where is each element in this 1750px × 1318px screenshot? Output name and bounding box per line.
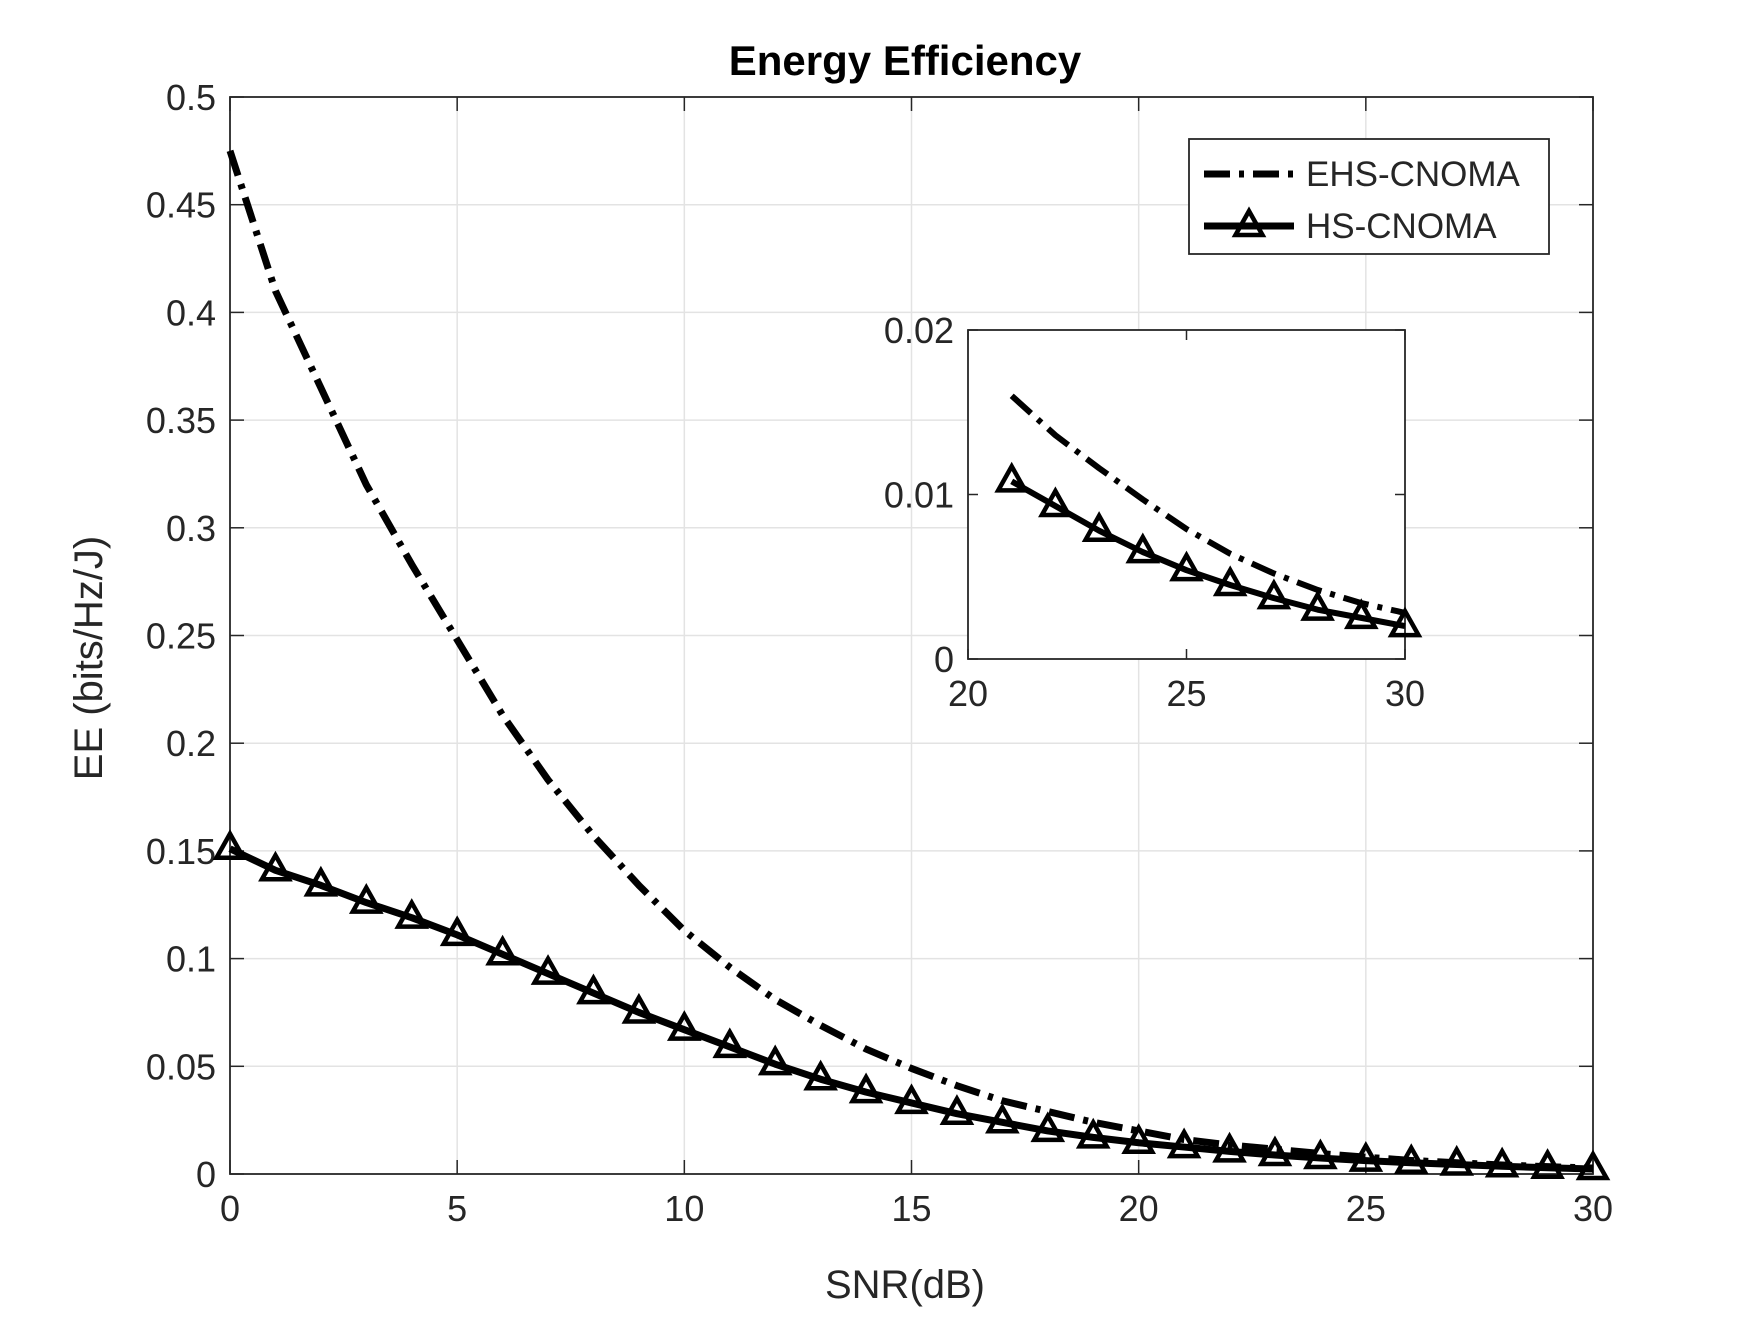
data-point-hs-cnoma-23	[1257, 1135, 1293, 1167]
inset-data-point-series-1-0	[994, 461, 1030, 493]
inset-x-tick-label-2: 30	[1385, 673, 1425, 714]
data-point-hs-cnoma-22	[1212, 1131, 1247, 1163]
inset-data-point-series-1-7	[1300, 590, 1335, 621]
y-tick-label-0: 0	[196, 1154, 216, 1195]
x-tick-label-0: 0	[220, 1188, 240, 1229]
data-point-hs-cnoma-7	[530, 954, 566, 985]
data-point-hs-cnoma-2	[303, 865, 339, 897]
data-point-hs-cnoma-9	[621, 992, 657, 1024]
data-point-hs-cnoma-12	[757, 1044, 793, 1076]
legend-label-hs-cnoma: HS-CNOMA	[1306, 207, 1497, 246]
x-tick-label-5: 25	[1346, 1188, 1386, 1229]
y-tick-label-5: 0.25	[146, 615, 216, 656]
inset-data-point-series-1-5	[1212, 565, 1248, 597]
legend-marker-hs-cnoma	[1231, 206, 1267, 238]
y-axis-label: EE (bits/Hz/J)	[67, 536, 111, 780]
y-tick-label-7: 0.35	[146, 400, 216, 441]
chart-title: Energy Efficiency	[729, 37, 1082, 84]
data-point-hs-cnoma-25	[1348, 1141, 1384, 1172]
data-point-hs-cnoma-13	[803, 1059, 838, 1091]
data-point-hs-cnoma-17	[985, 1102, 1020, 1134]
inset-x-tick-label-1: 25	[1166, 673, 1206, 714]
x-tick-label-2: 10	[664, 1188, 704, 1229]
data-point-hs-cnoma-19	[1075, 1117, 1111, 1149]
data-point-hs-cnoma-28	[1484, 1146, 1520, 1178]
data-point-hs-cnoma-4	[394, 898, 430, 929]
y-tick-label-3: 0.15	[146, 831, 216, 872]
data-point-hs-cnoma-0	[212, 829, 248, 860]
inset-data-point-series-1-1	[1038, 486, 1073, 518]
y-tick-label-1: 0.05	[146, 1046, 216, 1087]
data-point-hs-cnoma-14	[848, 1072, 884, 1104]
series-line-hs-cnoma	[228, 845, 1594, 1173]
data-point-hs-cnoma-3	[348, 883, 384, 914]
series-line-ehs-cnoma	[226, 149, 1594, 1172]
data-point-hs-cnoma-26	[1393, 1143, 1429, 1175]
legend: EHS-CNOMA HS-CNOMA	[1188, 138, 1550, 255]
y-tick-label-6: 0.3	[166, 508, 216, 549]
inset-data-point-series-1-6	[1256, 578, 1292, 610]
data-point-hs-cnoma-29	[1530, 1148, 1565, 1180]
y-tick-label-9: 0.45	[146, 185, 216, 226]
inset-series-line-series-0	[1009, 393, 1406, 616]
data-point-hs-cnoma-8	[576, 973, 611, 1005]
data-point-hs-cnoma-21	[1166, 1127, 1202, 1159]
data-point-hs-cnoma-24	[1303, 1138, 1338, 1170]
x-tick-label-4: 20	[1119, 1188, 1159, 1229]
inset-y-tick-label-0: 0	[934, 639, 954, 680]
inset-y-tick-label-2: 0.02	[884, 310, 954, 351]
data-point-hs-cnoma-11	[712, 1027, 748, 1059]
data-point-hs-cnoma-27	[1439, 1144, 1475, 1176]
data-point-hs-cnoma-15	[894, 1083, 929, 1115]
inset-data-point-series-1-8	[1343, 598, 1379, 630]
inset-data-point-series-1-9	[1387, 606, 1423, 638]
inset-series-line-series-1	[1010, 478, 1406, 630]
inset-data-point-series-1-2	[1081, 511, 1117, 542]
y-tick-label-8: 0.4	[166, 292, 216, 333]
inset-data-point-series-1-3	[1125, 532, 1161, 564]
data-point-hs-cnoma-16	[939, 1094, 975, 1125]
data-point-hs-cnoma-5	[439, 915, 475, 947]
y-tick-label-10: 0.5	[166, 77, 216, 118]
x-tick-label-3: 15	[891, 1188, 931, 1229]
x-tick-label-1: 5	[447, 1188, 467, 1229]
data-point-hs-cnoma-20	[1121, 1123, 1157, 1155]
data-point-hs-cnoma-18	[1030, 1111, 1066, 1143]
legend-label-ehs-cnoma: EHS-CNOMA	[1306, 155, 1521, 194]
data-point-hs-cnoma-30	[1575, 1149, 1611, 1181]
data-point-hs-cnoma-1	[258, 850, 293, 882]
x-axis-label: SNR(dB)	[825, 1263, 985, 1307]
inset-data-point-series-1-4	[1169, 550, 1204, 582]
inset-y-tick-label-1: 0.01	[884, 474, 954, 515]
data-point-hs-cnoma-6	[485, 934, 520, 966]
inset-chart: 20 25 30 0 0.01 0.02	[884, 310, 1425, 714]
y-tick-label-2: 0.1	[166, 939, 216, 980]
inset-x-tick-label-0: 20	[948, 673, 988, 714]
x-tick-label-6: 30	[1573, 1188, 1613, 1229]
y-tick-label-4: 0.2	[166, 723, 216, 764]
data-point-hs-cnoma-10	[666, 1010, 702, 1041]
